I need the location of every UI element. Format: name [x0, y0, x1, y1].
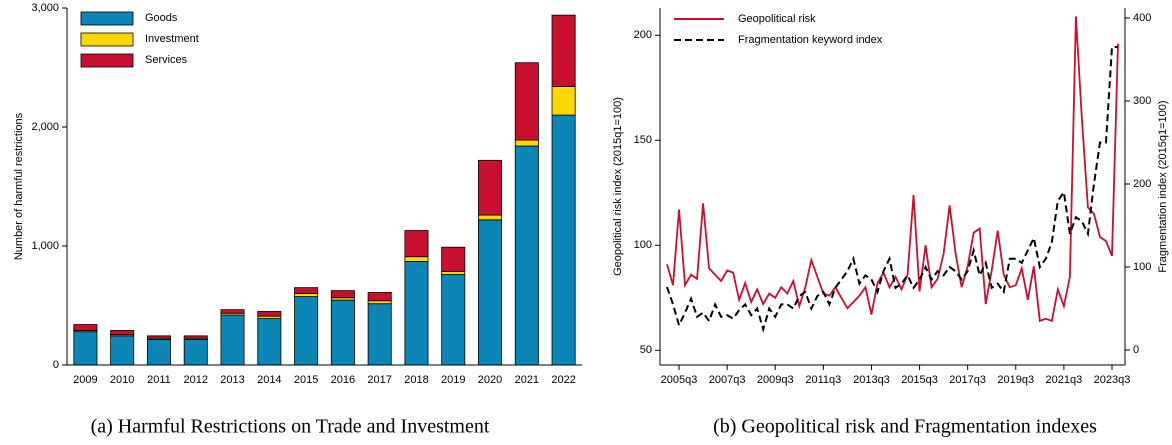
legend-label: Services — [145, 54, 188, 66]
x-tick-label: 2017q3 — [949, 374, 986, 386]
bar-segment — [257, 311, 282, 317]
x-tick-label: 2016 — [331, 374, 355, 386]
x-tick-label: 2012 — [184, 374, 208, 386]
x-tick-label: 2015 — [294, 374, 318, 386]
bar-segment — [110, 330, 135, 336]
bar-segment — [551, 86, 576, 116]
y2-tick-label: 200 — [1133, 178, 1151, 190]
bar-segment — [146, 335, 171, 339]
bar-segment — [146, 339, 171, 366]
x-tick-label: 2022 — [551, 374, 575, 386]
x-tick-label: 2011 — [147, 374, 171, 386]
x-tick-label: 2019 — [441, 374, 465, 386]
bar-segment — [478, 214, 503, 221]
x-tick-label: 2020 — [478, 374, 502, 386]
y-tick-label: 2,000 — [31, 121, 59, 133]
bar-segment — [404, 256, 429, 262]
x-tick-label: 2007q3 — [709, 374, 746, 386]
x-tick-label: 2023q3 — [1094, 374, 1131, 386]
bar-segment — [404, 230, 429, 258]
bar-segment — [330, 299, 355, 366]
x-tick-label: 2013 — [220, 374, 244, 386]
bar-segment — [404, 261, 429, 366]
bar-segment — [367, 292, 392, 302]
y-tick-label: 50 — [640, 344, 652, 356]
x-tick-label: 2021q3 — [1046, 374, 1083, 386]
x-tick-label: 2015q3 — [901, 374, 938, 386]
line-series — [666, 16, 1119, 323]
bar-segment — [551, 114, 576, 366]
x-tick-label: 2019q3 — [997, 374, 1034, 386]
y-tick-label: 200 — [634, 29, 652, 41]
bar-segment — [514, 145, 539, 366]
bar-segment — [514, 139, 539, 147]
bar-segment — [367, 303, 392, 366]
bar-segment — [514, 62, 539, 141]
legend-label: Goods — [145, 12, 178, 24]
bar-segment — [441, 271, 466, 275]
bar-segment — [294, 293, 319, 297]
legend-swatch — [80, 32, 134, 47]
y-tick-label: 100 — [634, 239, 652, 251]
x-tick-label: 2014 — [257, 374, 281, 386]
bar-segment — [441, 274, 466, 366]
bar-segment — [110, 335, 135, 366]
bar-segment — [183, 335, 208, 339]
y-tick-label: 1,000 — [31, 240, 59, 252]
bar-segment — [330, 290, 355, 299]
x-tick-label: 2011q3 — [805, 374, 841, 386]
y-axis-label: Geopolitical risk index (2015q1=100) — [612, 97, 624, 276]
bar-segment — [183, 339, 208, 366]
x-tick-label: 2018 — [404, 374, 428, 386]
y2-axis-label: Fragmentation index (2015q1=100) — [1157, 100, 1169, 272]
y2-tick-label: 100 — [1133, 261, 1151, 273]
bar-segment — [478, 159, 503, 216]
bar-segment — [441, 246, 466, 272]
y2-tick-label: 0 — [1133, 344, 1139, 356]
bar-segment — [220, 314, 245, 366]
bar-segment — [294, 287, 319, 294]
legend-label: Fragmentation keyword index — [738, 34, 883, 46]
legend-label: Geopolitical risk — [738, 13, 816, 25]
caption: (a) Harmful Restrictions on Trade and In… — [91, 416, 490, 438]
x-tick-label: 2010 — [110, 374, 134, 386]
y-tick-label: 3,000 — [31, 2, 59, 14]
bar-segment — [257, 318, 282, 366]
x-tick-label: 2021 — [515, 374, 539, 386]
x-tick-label: 2009q3 — [757, 374, 794, 386]
bar-segment — [220, 309, 245, 314]
bar-segment — [551, 14, 576, 87]
line-series — [666, 46, 1118, 333]
legend-swatch — [80, 53, 134, 68]
bar-segment — [367, 300, 392, 305]
bar-segment — [478, 219, 503, 366]
bar-segment — [73, 324, 98, 331]
legend-swatch — [80, 11, 134, 26]
legend-label: Investment — [145, 33, 199, 45]
y-tick-label: 150 — [634, 134, 652, 146]
y-axis-label: Number of harmful restrictions — [13, 112, 25, 260]
bar-segment — [73, 331, 98, 366]
y-tick-label: 0 — [53, 359, 59, 371]
bar-segment — [294, 296, 319, 366]
x-tick-label: 2017 — [367, 374, 391, 386]
y2-tick-label: 300 — [1133, 95, 1151, 107]
x-tick-label: 2005q3 — [661, 374, 698, 386]
y2-tick-label: 400 — [1133, 12, 1151, 24]
caption: (b) Geopolitical risk and Fragmentation … — [713, 416, 1097, 438]
x-tick-label: 2013q3 — [853, 374, 890, 386]
x-tick-label: 2009 — [73, 374, 97, 386]
